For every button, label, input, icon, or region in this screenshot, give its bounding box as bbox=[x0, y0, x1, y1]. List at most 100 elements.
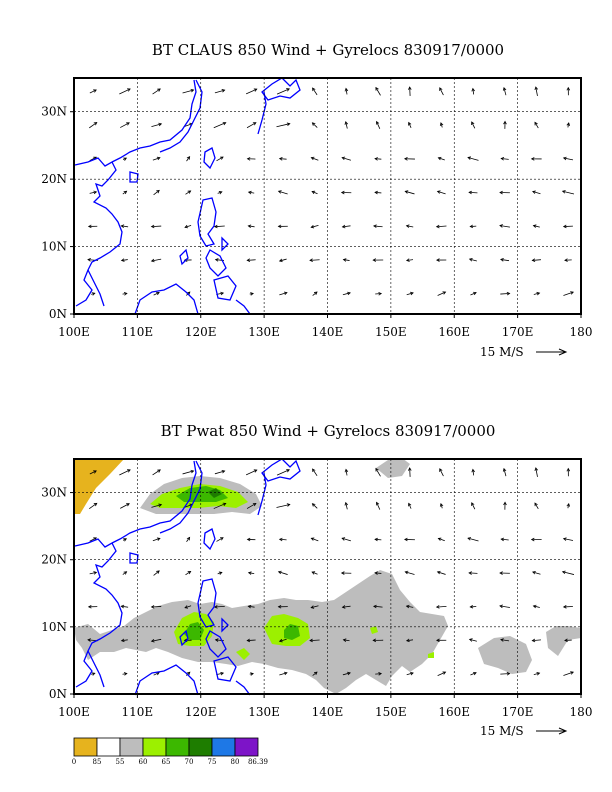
wind-vector bbox=[276, 469, 290, 476]
wind-vector bbox=[533, 291, 541, 296]
wind-vector bbox=[89, 190, 98, 195]
wind-vector bbox=[406, 291, 414, 296]
wind-vector bbox=[502, 467, 507, 477]
wind-vector bbox=[439, 87, 444, 96]
wind-vector bbox=[406, 671, 414, 676]
wind-vector bbox=[435, 224, 447, 229]
x-tick-label: 160E bbox=[438, 705, 470, 719]
wind-vector bbox=[566, 86, 571, 96]
wind-vector bbox=[185, 571, 192, 576]
y-tick-label: 20N bbox=[41, 553, 67, 567]
colorbar-swatch bbox=[142, 737, 167, 757]
wind-vector bbox=[185, 190, 192, 195]
wind-vector bbox=[532, 570, 541, 575]
wind-vector bbox=[500, 638, 510, 642]
wind-vector bbox=[213, 502, 227, 509]
wind-vector bbox=[122, 672, 128, 676]
wind-vector bbox=[405, 224, 414, 228]
wind-vector bbox=[344, 501, 349, 510]
x-tick-label: 180 bbox=[570, 705, 593, 719]
wind-vectors-claus bbox=[87, 86, 575, 296]
colorbar-swatch bbox=[119, 737, 144, 757]
coast-ryukyu bbox=[257, 91, 267, 135]
wind-vector bbox=[184, 224, 192, 229]
coast-mindanao bbox=[213, 275, 237, 301]
wind-vector bbox=[500, 156, 509, 161]
wind-vector bbox=[342, 258, 350, 262]
wind-vector bbox=[182, 469, 195, 475]
wind-vector bbox=[408, 86, 412, 96]
coast2-mindanao bbox=[213, 656, 237, 682]
ref-vector-head-claus bbox=[558, 348, 568, 356]
wind-vector bbox=[276, 503, 291, 508]
wind-vector bbox=[87, 224, 98, 229]
pwat-gray-main bbox=[74, 570, 448, 694]
colorbar-label: 60 bbox=[139, 758, 148, 766]
wind-vector bbox=[186, 156, 191, 162]
wind-vector bbox=[404, 190, 415, 195]
wind-vector bbox=[374, 157, 382, 161]
wind-vector bbox=[214, 469, 226, 475]
wind-vector bbox=[278, 258, 287, 263]
wind-vector bbox=[404, 537, 415, 542]
x-tick-label: 100E bbox=[58, 325, 90, 339]
wind-vector bbox=[277, 224, 288, 229]
wind-vector bbox=[564, 258, 572, 262]
wind-vector bbox=[437, 291, 447, 296]
wind-vector bbox=[566, 122, 571, 128]
wind-vector bbox=[277, 604, 288, 609]
colorbar: 0 85 55 60 65 70 75 80 86.39 bbox=[72, 737, 268, 766]
coast-malaya bbox=[87, 269, 105, 307]
x-tick-label: 180 bbox=[570, 325, 593, 339]
wind-vector bbox=[408, 121, 412, 129]
wind-vector bbox=[564, 638, 572, 643]
wind-vector bbox=[467, 537, 479, 542]
wind-vector bbox=[375, 672, 383, 676]
pwat-gray-dateline bbox=[546, 626, 581, 656]
wind-vector bbox=[468, 190, 478, 195]
wind-vector bbox=[119, 88, 131, 95]
wind-vector bbox=[374, 571, 382, 575]
coast-japan bbox=[261, 77, 301, 101]
wind-vector bbox=[311, 122, 318, 128]
pwat-darkgreen-regions bbox=[208, 488, 222, 498]
wind-vector bbox=[310, 605, 319, 609]
wind-vector bbox=[312, 468, 318, 477]
coast2-celebes bbox=[235, 680, 251, 696]
x-tick-label: 170E bbox=[502, 705, 534, 719]
y-tick-label: 30N bbox=[41, 486, 67, 500]
coast-celebes bbox=[235, 299, 251, 315]
wind-vector bbox=[311, 571, 318, 575]
wind-vector bbox=[122, 292, 128, 296]
wind-vector bbox=[311, 190, 318, 195]
wind-vector bbox=[245, 469, 258, 476]
coast-china-east bbox=[159, 79, 203, 153]
wind-vector bbox=[186, 536, 191, 542]
wind-vector bbox=[120, 224, 129, 228]
wind-vector bbox=[471, 121, 476, 129]
wind-vector bbox=[89, 470, 97, 475]
wind-vector bbox=[531, 258, 541, 263]
colorbar-label: 80 bbox=[231, 758, 240, 766]
ref-vector-head-pwat bbox=[558, 727, 568, 735]
wind-vector bbox=[151, 503, 163, 508]
wind-vector bbox=[566, 467, 571, 477]
wind-vector bbox=[408, 502, 412, 509]
wind-vector bbox=[437, 156, 445, 161]
wind-vector bbox=[341, 537, 351, 542]
wind-vector bbox=[530, 157, 542, 161]
wind-vector bbox=[245, 88, 258, 95]
wind-vector bbox=[373, 604, 383, 609]
colorbar-swatch bbox=[211, 737, 236, 757]
wind-vector bbox=[530, 537, 542, 542]
wind-vector bbox=[214, 89, 226, 94]
wind-vector bbox=[122, 571, 128, 575]
wind-vector bbox=[153, 570, 160, 576]
wind-vector bbox=[217, 571, 223, 575]
wind-vector bbox=[279, 291, 288, 296]
wind-vector bbox=[561, 190, 575, 195]
wind-vector bbox=[562, 156, 574, 161]
wind-vector bbox=[277, 190, 288, 195]
x-tick-label: 150E bbox=[375, 705, 407, 719]
wind-vector bbox=[122, 190, 128, 195]
